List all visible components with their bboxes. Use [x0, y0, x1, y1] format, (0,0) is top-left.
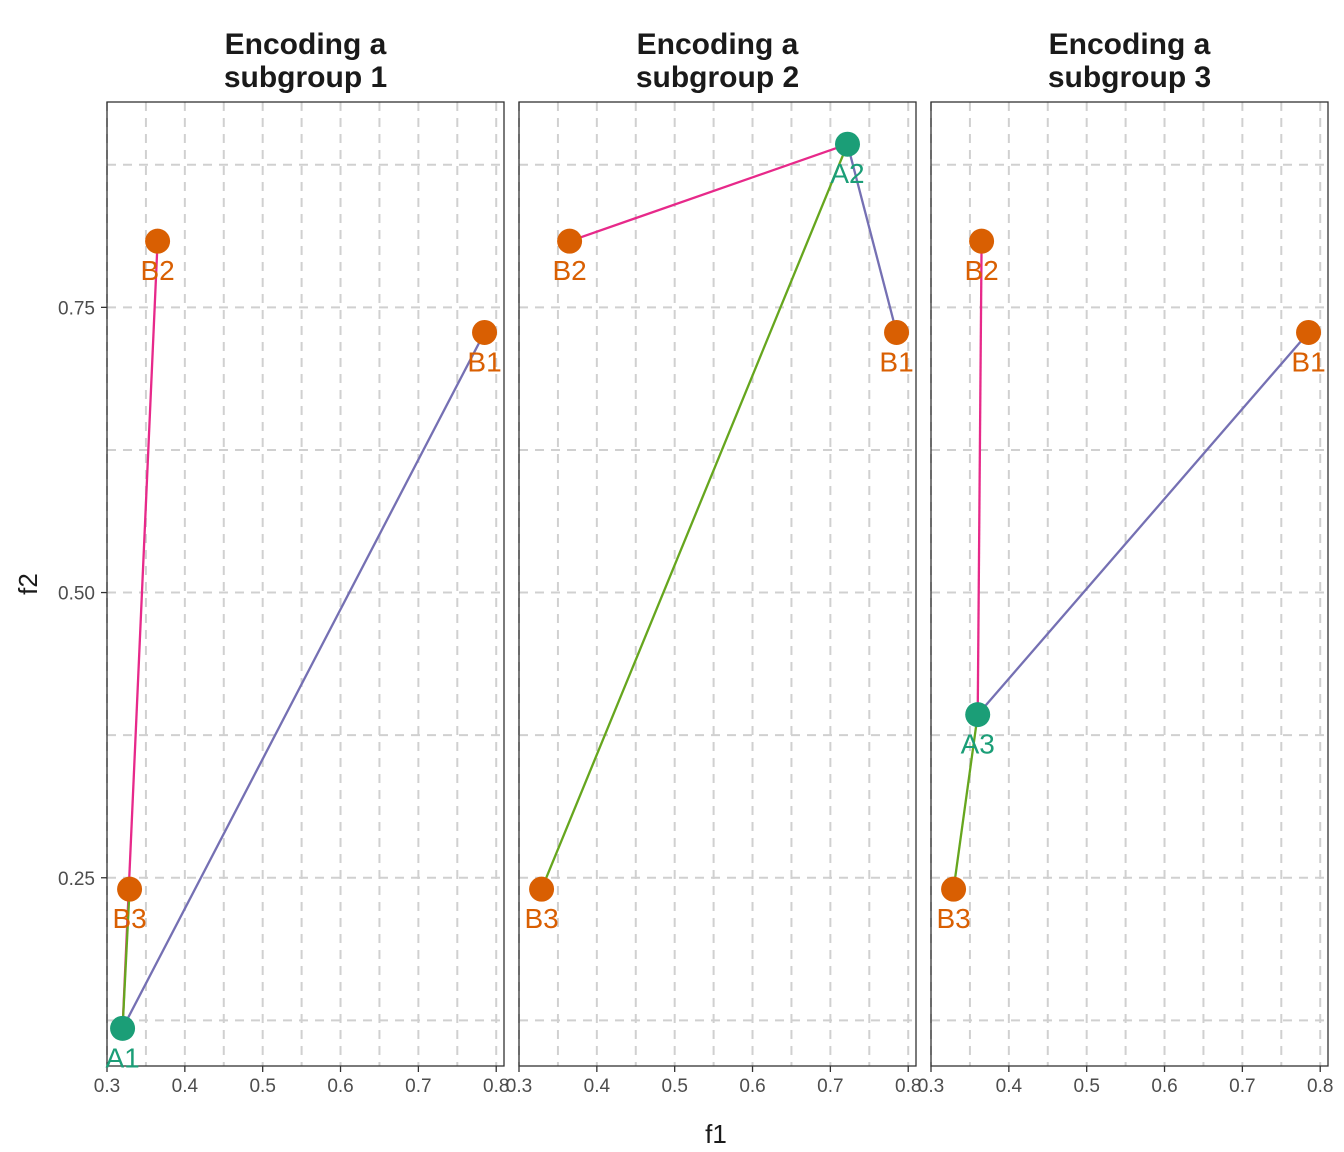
point-label-b3: B3 — [524, 903, 558, 934]
point-b2 — [557, 228, 583, 254]
x-tick-label: 0.3 — [506, 1076, 532, 1097]
x-tick-label: 0.5 — [661, 1076, 687, 1097]
point-label-b3: B3 — [112, 903, 146, 934]
link-a1-b3 — [121, 889, 131, 1029]
point-a2 — [834, 131, 860, 157]
x-tick-label: 0.8 — [1307, 1076, 1333, 1097]
panel-title-line1: Encoding a — [637, 28, 799, 61]
panel-border — [930, 101, 1329, 1067]
point-label-b1: B1 — [467, 346, 501, 377]
x-tick-label: 0.6 — [327, 1076, 353, 1097]
point-b3 — [117, 876, 143, 902]
x-tick-label: 0.5 — [1073, 1076, 1099, 1097]
panel-title-line2: subgroup 1 — [224, 61, 387, 94]
point-b2 — [969, 228, 995, 254]
y-tick-label: 0.50 — [58, 584, 95, 605]
link-a2-b2 — [569, 143, 848, 243]
link-a1-b1 — [121, 331, 486, 1029]
panel-border — [518, 101, 917, 1067]
panel-title-line1: Encoding a — [1049, 28, 1211, 61]
x-tick-label: 0.6 — [1151, 1076, 1177, 1097]
link-a2-b3 — [540, 143, 849, 890]
x-tick-label: 0.4 — [996, 1076, 1023, 1097]
x-tick-label: 0.8 — [483, 1076, 509, 1097]
link-a3-b2 — [976, 241, 983, 715]
point-a3 — [965, 702, 991, 728]
point-b1 — [472, 319, 498, 345]
x-tick-label: 0.7 — [1229, 1076, 1255, 1097]
point-label-b2: B2 — [552, 255, 586, 286]
x-tick-label: 0.4 — [172, 1076, 199, 1097]
panel-border — [106, 101, 505, 1067]
x-tick-label: 0.7 — [817, 1076, 843, 1097]
x-tick-label: 0.6 — [739, 1076, 765, 1097]
point-label-b2: B2 — [964, 255, 998, 286]
point-b2 — [145, 228, 171, 254]
point-label-a3: A3 — [961, 729, 995, 760]
link-a3-b1 — [976, 331, 1310, 716]
x-tick-label: 0.8 — [895, 1076, 921, 1097]
x-tick-label: 0.5 — [249, 1076, 275, 1097]
y-tick-label: 0.25 — [58, 869, 95, 890]
link-a2-b1 — [846, 143, 898, 333]
y-axis-title: f2 — [13, 573, 43, 595]
x-tick-label: 0.4 — [584, 1076, 611, 1097]
x-tick-label: 0.7 — [405, 1076, 431, 1097]
point-label-b1: B1 — [1291, 346, 1325, 377]
x-tick-label: 0.3 — [918, 1076, 944, 1097]
point-label-b1: B1 — [879, 346, 913, 377]
point-label-b3: B3 — [936, 903, 970, 934]
panel-title-line1: Encoding a — [225, 28, 387, 61]
point-label-b2: B2 — [140, 255, 174, 286]
x-tick-label: 0.3 — [94, 1076, 120, 1097]
point-b3 — [529, 876, 555, 902]
panel-title-line2: subgroup 2 — [636, 61, 799, 94]
point-label-a1: A1 — [105, 1042, 139, 1073]
link-a3-b3 — [952, 714, 979, 890]
point-b3 — [941, 876, 967, 902]
point-a1 — [110, 1015, 136, 1041]
panel-title-line2: subgroup 3 — [1048, 61, 1211, 94]
point-label-a2: A2 — [830, 158, 864, 189]
point-b1 — [1296, 319, 1322, 345]
y-tick-label: 0.75 — [58, 298, 95, 319]
y-axis: 0.25 0.50 0.75 — [58, 298, 107, 890]
x-axis-title: f1 — [705, 1119, 727, 1149]
point-b1 — [884, 319, 910, 345]
